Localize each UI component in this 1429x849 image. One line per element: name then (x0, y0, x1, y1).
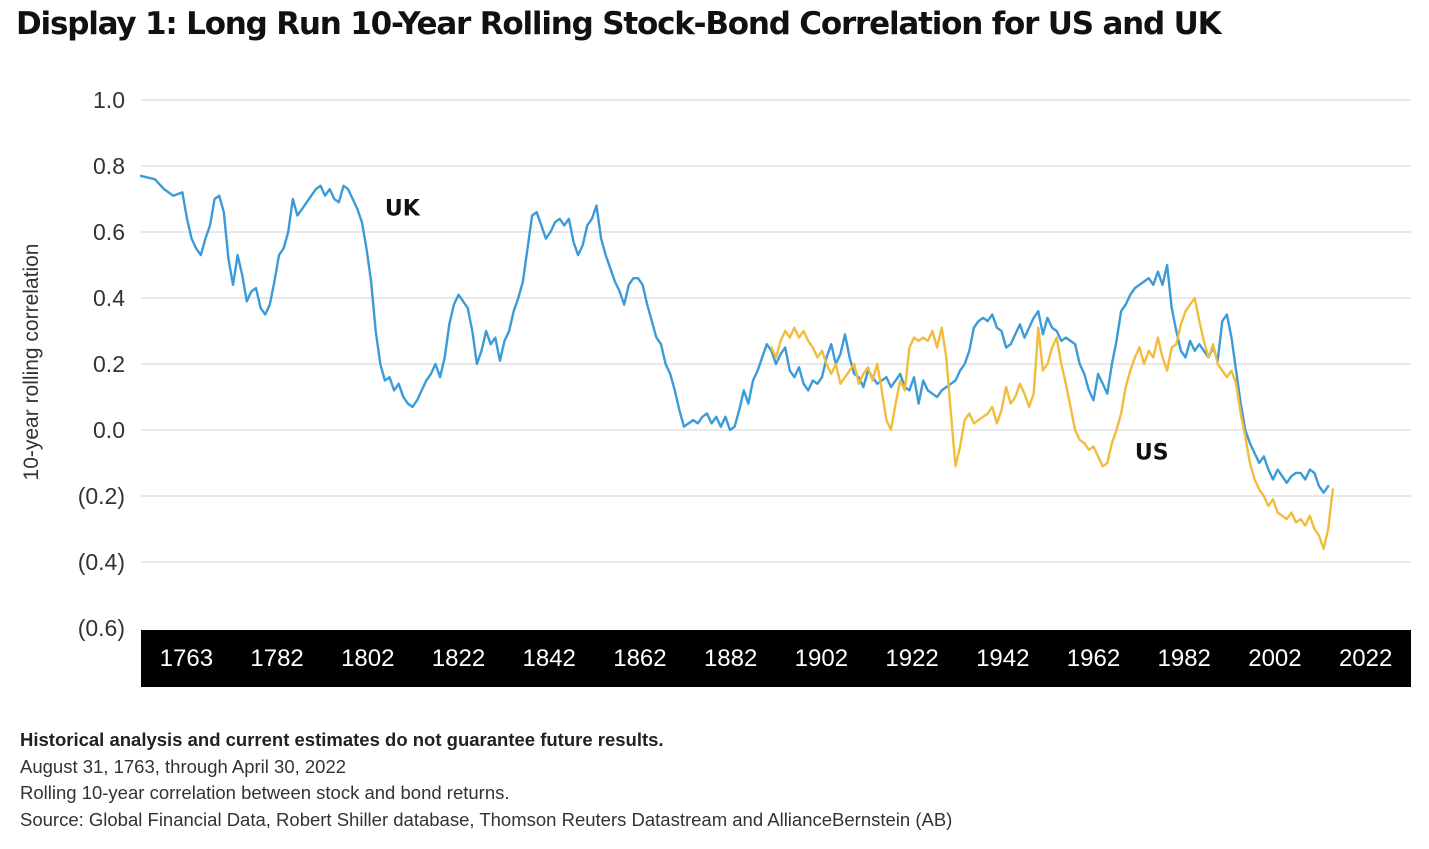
y-axis-label: 10-year rolling correlation (20, 244, 43, 481)
series-label-uk: UK (385, 197, 421, 222)
description-text: Rolling 10-year correlation between stoc… (20, 782, 510, 803)
x-tick-label: 1942 (976, 645, 1029, 672)
x-tick-label: 1962 (1067, 645, 1120, 672)
series-label-us: US (1135, 441, 1169, 466)
y-tick-label: (0.2) (78, 483, 125, 509)
x-tick-label: 2002 (1248, 645, 1301, 672)
x-tick-label: 1782 (250, 645, 303, 672)
y-tick-label: 1.0 (93, 87, 125, 113)
x-tick-label: 1822 (432, 645, 485, 672)
x-tick-label: 2022 (1339, 645, 1392, 672)
x-tick-label: 1802 (341, 645, 394, 672)
x-axis-ticks: 1763 1782 1802 1822 1842 1862 1882 1902 1922 1942… (160, 645, 1393, 672)
x-tick-label: 1902 (795, 645, 848, 672)
series-layer (139, 174, 1334, 550)
series-line-us (770, 296, 1334, 550)
period-text: August 31, 1763, through April 30, 2022 (20, 755, 347, 777)
y-tick-label: 0.8 (93, 153, 125, 179)
x-axis-band (141, 630, 1411, 687)
x-tick-label: 1882 (704, 645, 757, 672)
x-tick-label: 1763 (160, 645, 213, 672)
y-tick-label: 0.4 (93, 285, 125, 311)
y-axis-ticks: 1.0 0.8 0.6 0.4 0.2 0.0 (0.2) (0.4) (0.6) (78, 87, 125, 641)
source-text: Source: Global Financial Data, Robert Sh… (20, 808, 953, 830)
x-tick-label: 1982 (1158, 645, 1211, 672)
series-line-uk (139, 174, 1330, 494)
y-tick-label: 0.0 (93, 417, 125, 443)
x-tick-label: 1842 (523, 645, 576, 672)
y-tick-label: 0.2 (93, 351, 125, 377)
y-tick-label: (0.4) (78, 549, 125, 575)
chart-title: Display 1: Long Run 10-Year Rolling Stoc… (16, 6, 1222, 42)
gridlines (141, 99, 1411, 563)
disclaimer-text: Historical analysis and current estimate… (20, 729, 664, 750)
y-tick-label: 0.6 (93, 219, 125, 245)
y-tick-label: (0.6) (78, 615, 125, 641)
x-tick-label: 1922 (885, 645, 938, 672)
x-tick-label: 1862 (613, 645, 666, 672)
annotation-layer: UK US (385, 197, 1169, 466)
chart-notes: Historical analysis and current estimate… (20, 727, 952, 833)
